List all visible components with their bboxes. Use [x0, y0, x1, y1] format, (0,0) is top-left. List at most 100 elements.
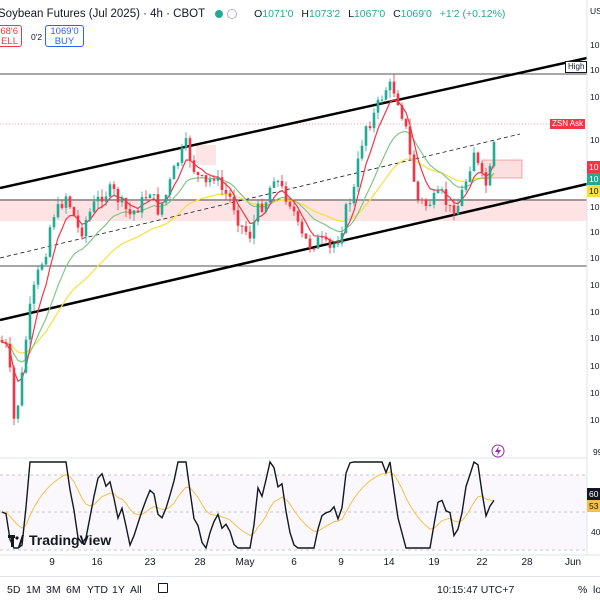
candle-body — [152, 194, 156, 196]
candle-body — [160, 202, 164, 215]
candle-body — [448, 204, 452, 206]
candle-body — [300, 221, 304, 234]
range-button-5d[interactable]: 5D — [7, 584, 21, 596]
price-tag-red: 10 — [587, 161, 600, 173]
symbol-title[interactable]: Soybean Futures (Jul 2025) · 4h · CBOT — [0, 8, 206, 20]
candle-body — [316, 237, 320, 249]
candle-body — [236, 210, 240, 226]
channel-mid-line[interactable] — [0, 133, 521, 259]
price-axis-label: 10 — [590, 40, 600, 50]
candle-body — [92, 201, 96, 212]
ema-fast-line — [1, 98, 495, 383]
time-label: 28 — [521, 557, 533, 568]
candle-body — [292, 206, 296, 212]
candle-body — [12, 367, 16, 419]
range-button-3m[interactable]: 3M — [46, 584, 61, 596]
time-label: 9 — [49, 557, 55, 568]
candle-body — [128, 209, 132, 215]
calendar-icon[interactable] — [158, 583, 168, 593]
candle-body — [416, 181, 420, 200]
sell-button[interactable]: 68'6 ELL — [0, 25, 22, 47]
candle-body — [144, 197, 148, 199]
time-axis[interactable]: 9 16 23 28 May 6 9 14 19 22 28 Jun — [0, 557, 600, 571]
candle-body — [348, 203, 352, 205]
price-axis-label: 10 — [590, 253, 600, 263]
candle-body — [352, 186, 356, 204]
candle-body — [40, 264, 44, 270]
candle-body — [392, 81, 396, 94]
candle-body — [472, 152, 476, 172]
candles — [0, 74, 496, 426]
range-button-6m[interactable]: 6M — [66, 584, 81, 596]
candle-body — [132, 210, 136, 215]
candle-body — [68, 196, 72, 208]
spread-value: 0'2 — [31, 32, 43, 42]
price-tag-green: 10 — [587, 173, 600, 185]
candle-body — [256, 203, 260, 222]
candle-body — [72, 207, 76, 216]
candle-body — [36, 269, 40, 285]
candle-body — [148, 194, 152, 199]
candle-body — [172, 165, 176, 180]
candle-body — [400, 105, 404, 119]
visibility-eye-icon[interactable] — [227, 9, 238, 19]
candle-body — [408, 126, 412, 155]
range-button-1y[interactable]: 1Y — [112, 584, 125, 596]
rsi-line — [1, 460, 495, 550]
buy-button[interactable]: 1069'0 BUY — [45, 25, 84, 47]
candle-body — [464, 181, 468, 190]
candle-body — [484, 172, 488, 186]
candle-body — [156, 194, 160, 215]
price-axis-label: 10 — [590, 333, 600, 343]
candle-body — [180, 147, 184, 163]
time-label: 22 — [476, 557, 488, 568]
candle-body — [360, 145, 364, 159]
alert-lightning-icon[interactable] — [491, 444, 505, 458]
range-button-all[interactable]: All — [130, 584, 142, 596]
candle-body — [56, 204, 60, 218]
candle-body — [340, 232, 344, 244]
candle-body — [48, 227, 52, 257]
candle-body — [320, 236, 324, 238]
channel-upper-line[interactable] — [0, 56, 588, 190]
range-button-ytd[interactable]: YTD — [87, 584, 108, 596]
candle-body — [224, 189, 228, 194]
clock[interactable]: 10:15:47 UTC+7 — [437, 584, 515, 596]
axis-label: 99 — [593, 447, 600, 457]
price-axis-label: 10 — [590, 65, 600, 75]
candle-body — [424, 199, 428, 206]
ask-tag: ZSN Ask — [550, 119, 586, 129]
candle-body — [468, 171, 472, 182]
channel-lower-line[interactable] — [0, 182, 588, 322]
candle-body — [76, 215, 80, 228]
candle-body — [404, 118, 408, 127]
price-axis-label: 10 — [590, 280, 600, 290]
candle-body — [136, 210, 140, 213]
candle-body — [20, 372, 24, 406]
time-label: Jun — [564, 557, 582, 568]
candle-body — [164, 194, 168, 203]
candle-body — [124, 198, 128, 210]
candle-body — [84, 219, 88, 237]
candle-body — [264, 202, 268, 212]
market-open-dot-icon — [215, 10, 224, 18]
candle-body — [488, 165, 492, 186]
range-button-1m[interactable]: 1M — [26, 584, 41, 596]
percent-toggle[interactable]: % — [578, 584, 588, 596]
log-toggle[interactable]: lo — [593, 584, 600, 596]
candle-body — [272, 181, 276, 188]
candle-body — [372, 112, 376, 129]
price-axis-label: 10 — [590, 388, 600, 398]
candle-body — [248, 231, 252, 239]
time-label: 19 — [428, 557, 440, 568]
candle-body — [108, 184, 112, 197]
candle-body — [244, 226, 248, 232]
candle-body — [428, 204, 432, 206]
candle-body — [240, 225, 244, 227]
candle-body — [88, 211, 92, 220]
high-tag: High — [565, 61, 588, 73]
candle-body — [232, 196, 236, 211]
candle-body — [412, 154, 416, 182]
